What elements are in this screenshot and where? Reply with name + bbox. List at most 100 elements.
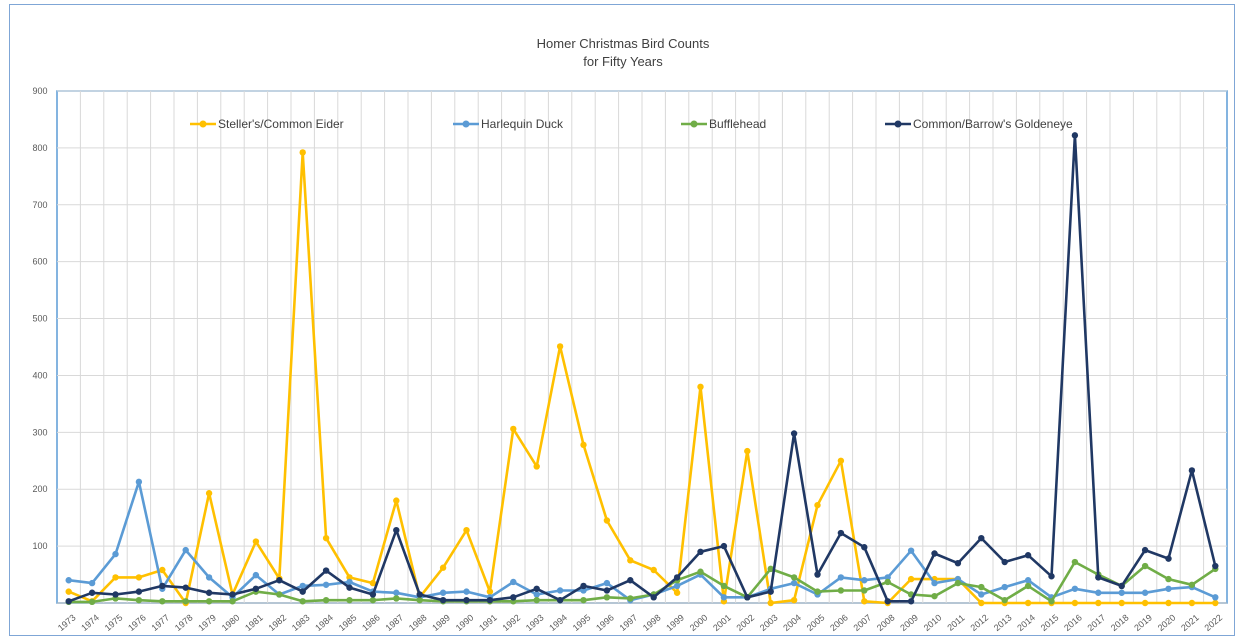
- legend: Steller's/Common Eider Harlequin Duck Buff…: [190, 117, 1073, 131]
- data-point: [1048, 573, 1055, 580]
- data-point: [673, 582, 681, 590]
- data-point: [673, 574, 681, 581]
- x-tick-label: 1992: [500, 612, 522, 633]
- data-point: [252, 585, 260, 592]
- data-point: [486, 588, 494, 595]
- data-point: [1001, 583, 1008, 591]
- data-point: [814, 588, 821, 595]
- data-point: [697, 383, 704, 391]
- data-point: [276, 591, 283, 598]
- x-tick-label: 1990: [454, 612, 476, 633]
- data-point: [720, 582, 728, 590]
- x-tick-label: 2002: [734, 612, 756, 633]
- x-tick-label: 2006: [828, 612, 850, 633]
- x-tick-label: 2013: [992, 612, 1014, 633]
- x-tick-label: 1980: [220, 612, 242, 633]
- x-tick-label: 1979: [196, 612, 218, 633]
- data-point: [299, 598, 306, 605]
- legend-label: Common/Barrow's Goldeneye: [913, 117, 1073, 131]
- data-point: [931, 550, 938, 557]
- x-tick-label: 2009: [898, 612, 920, 633]
- data-point: [416, 596, 423, 604]
- x-tick-label: 1985: [337, 612, 359, 633]
- legend-entry: Harlequin Duck: [453, 117, 564, 131]
- data-point: [767, 599, 774, 607]
- y-tick-label: 500: [32, 314, 47, 324]
- data-point: [88, 589, 96, 596]
- data-point: [1188, 581, 1196, 588]
- x-tick-label: 1981: [243, 612, 265, 633]
- legend-entry: Bufflehead: [681, 117, 766, 131]
- legend-marker: [462, 120, 470, 128]
- data-point: [439, 564, 447, 571]
- x-tick-label: 1983: [290, 612, 312, 633]
- x-tick-label: 2001: [711, 612, 733, 633]
- data-point: [861, 587, 868, 594]
- series-line: [68, 134, 1217, 603]
- series-3: [65, 132, 1219, 605]
- data-point: [486, 596, 494, 604]
- data-point: [322, 567, 330, 574]
- data-point: [393, 589, 400, 596]
- data-point: [580, 596, 587, 604]
- data-point: [767, 565, 774, 573]
- data-point: [650, 566, 657, 574]
- data-point: [627, 595, 634, 602]
- data-point: [1212, 599, 1219, 607]
- series-line: [68, 560, 1217, 604]
- data-point: [556, 596, 564, 604]
- x-tick-label: 2005: [805, 612, 827, 633]
- x-tick-label: 2014: [1015, 612, 1037, 633]
- data-point: [393, 526, 400, 534]
- data-point: [510, 425, 517, 433]
- y-tick-label: 200: [32, 484, 47, 494]
- data-point: [837, 574, 845, 581]
- legend-label: Steller's/Common Eider: [218, 117, 344, 131]
- data-point: [229, 591, 236, 598]
- data-point: [884, 574, 891, 581]
- x-tick-label: 1977: [149, 612, 171, 633]
- data-point: [627, 557, 634, 564]
- data-point: [580, 582, 587, 590]
- data-point: [1212, 562, 1219, 570]
- data-point: [861, 598, 868, 605]
- data-point: [837, 457, 845, 464]
- x-tick-label: 2003: [758, 612, 780, 633]
- data-point: [182, 546, 189, 554]
- x-tick-label: 1999: [664, 612, 686, 633]
- x-tick-label: 2021: [1179, 612, 1201, 633]
- data-point: [205, 589, 213, 596]
- data-point: [720, 594, 728, 601]
- x-tick-label: 1996: [594, 612, 616, 633]
- data-point: [346, 578, 353, 586]
- data-point: [1024, 599, 1032, 607]
- data-point: [159, 598, 166, 605]
- legend-marker: [894, 120, 902, 128]
- chart-subtitle: for Fifty Years: [583, 54, 663, 69]
- x-tick-label: 2020: [1156, 612, 1178, 633]
- x-tick-label: 1995: [571, 612, 593, 633]
- data-point: [1212, 594, 1219, 601]
- series-lines: [65, 132, 1219, 607]
- data-point: [252, 538, 260, 545]
- data-point: [790, 430, 798, 437]
- data-point: [533, 591, 540, 598]
- data-point: [205, 598, 213, 605]
- x-tick-label: 2019: [1132, 612, 1154, 633]
- data-point: [88, 579, 96, 587]
- data-point: [369, 579, 377, 587]
- data-point: [88, 598, 96, 606]
- data-point: [1071, 558, 1079, 566]
- data-point: [322, 534, 330, 542]
- data-point: [322, 596, 330, 604]
- data-point: [1071, 132, 1079, 139]
- x-tick-label: 1993: [524, 612, 546, 633]
- data-point: [1024, 582, 1032, 590]
- data-point: [954, 579, 962, 587]
- data-point: [510, 578, 517, 586]
- x-tick-label: 1987: [383, 612, 405, 633]
- data-point: [1095, 589, 1102, 596]
- data-point: [790, 579, 798, 587]
- data-point: [837, 587, 845, 594]
- x-tick-label: 1986: [360, 612, 382, 633]
